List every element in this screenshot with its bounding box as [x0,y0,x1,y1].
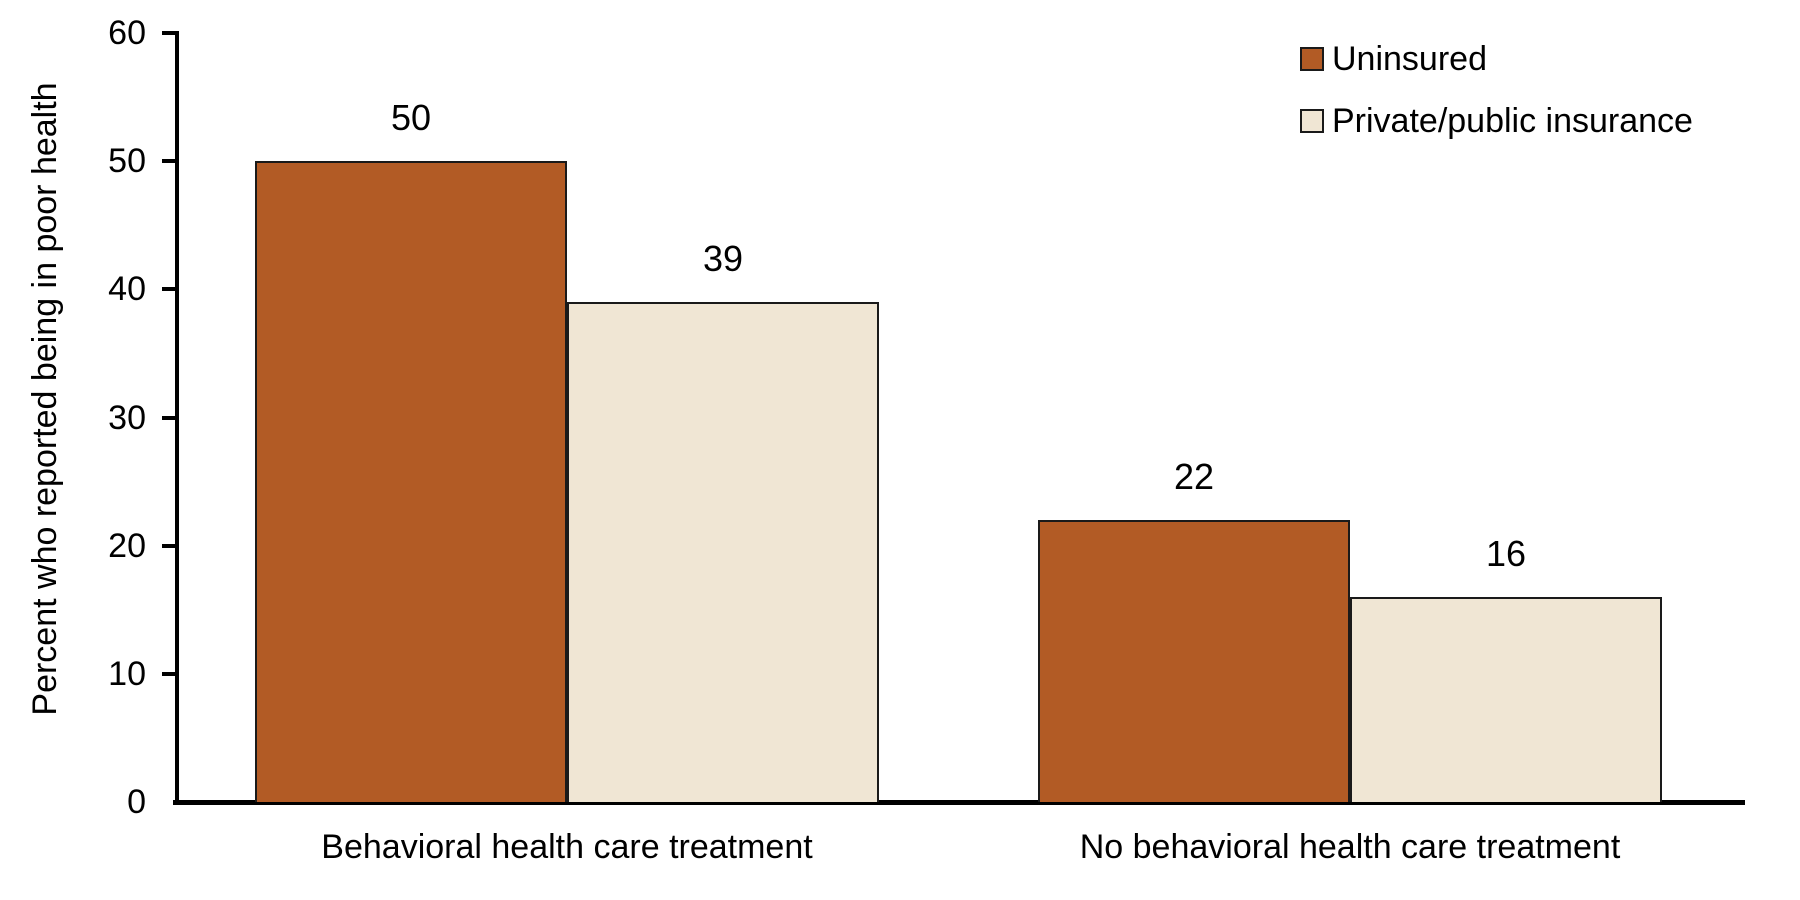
bar-uninsured-group1 [255,161,567,802]
bar-private-public-insurance-group1 [567,302,879,802]
bar-value-label: 39 [702,238,744,279]
x-category-label: No behavioral health care treatment [1079,828,1621,866]
y-tick-label: 20 [108,526,146,565]
x-axis-line [173,800,1745,805]
y-axis-line [175,31,179,804]
y-tick-mark [162,415,176,420]
legend-item-insurance: Private/public insurance [1300,102,1693,140]
y-tick-mark [162,287,176,292]
legend: Uninsured Private/public insurance [1300,40,1693,168]
x-category-label: Behavioral health care treatment [321,828,813,866]
y-tick-label: 30 [108,398,146,437]
legend-swatch-insurance [1300,109,1324,133]
bar-value-label: 22 [1173,456,1215,497]
y-tick-mark [162,159,176,164]
bar-uninsured-group2 [1038,520,1350,802]
y-tick-label: 10 [108,654,146,693]
y-axis-title: Percent who reported being in poor healt… [26,82,64,716]
legend-label-uninsured: Uninsured [1332,40,1487,78]
bar-value-label: 50 [390,97,432,138]
bar-value-label: 16 [1485,533,1527,574]
y-tick-label: 60 [108,14,146,52]
y-tick-label: 40 [108,270,146,309]
y-tick-mark [162,31,176,35]
bar-private-public-insurance-group2 [1350,597,1662,802]
y-tick-mark [162,671,176,676]
y-tick-label: 50 [108,142,146,181]
legend-item-uninsured: Uninsured [1300,40,1693,78]
y-tick-mark [162,543,176,548]
legend-swatch-uninsured [1300,47,1324,71]
legend-label-insurance: Private/public insurance [1332,102,1693,140]
y-tick-label: 0 [127,783,146,821]
